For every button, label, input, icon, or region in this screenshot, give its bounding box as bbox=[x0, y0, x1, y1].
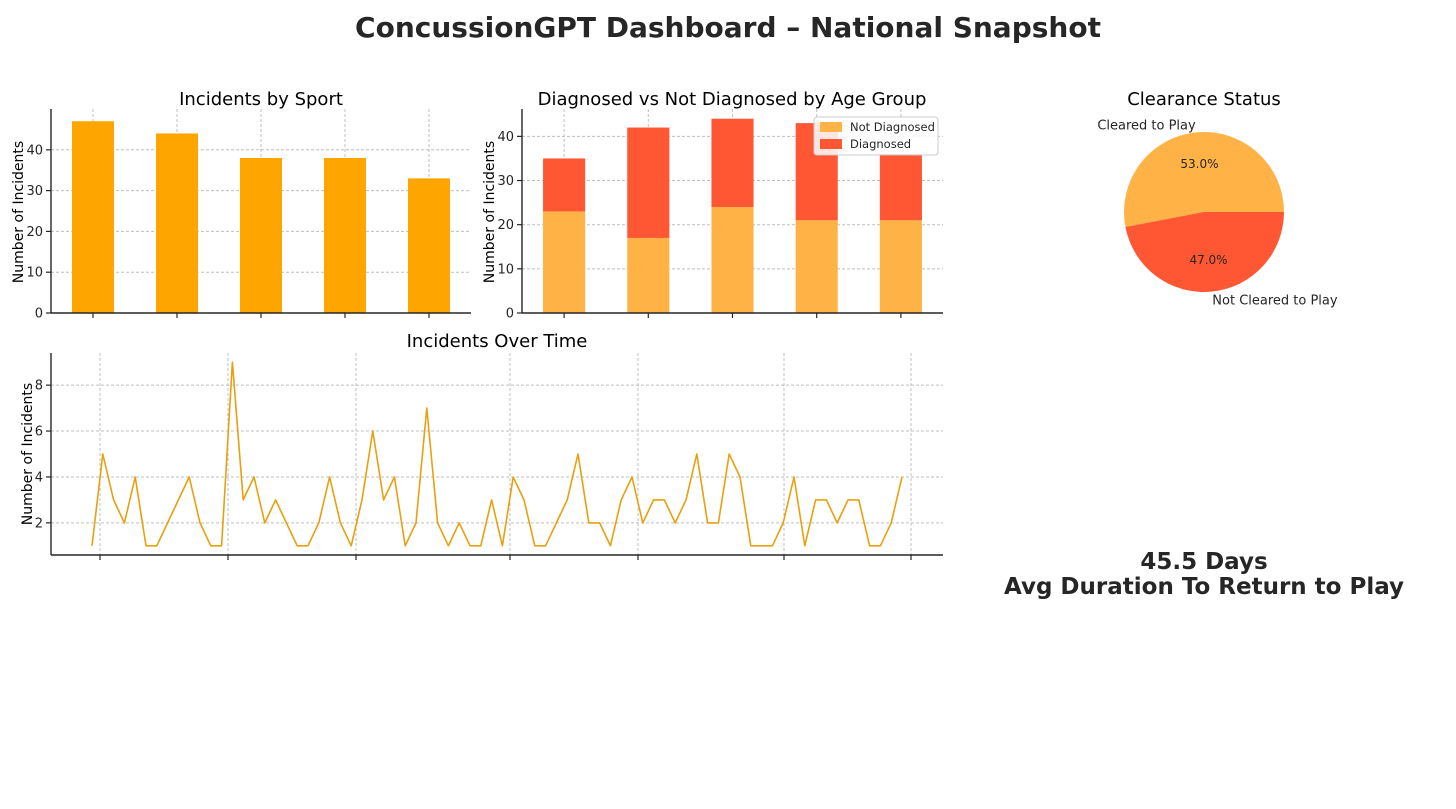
time-ytick-label: 4 bbox=[35, 470, 43, 485]
kpi-label: Avg Duration To Return to Play bbox=[1004, 574, 1404, 600]
time-chart-ylabel: Number of Incidents bbox=[20, 383, 36, 525]
pie-chart-title: Clearance Status bbox=[1127, 89, 1281, 110]
pie-label-cleared: Cleared to Play bbox=[1097, 118, 1196, 133]
sport-bar bbox=[72, 121, 114, 314]
age-ytick-label: 0 bbox=[506, 307, 514, 322]
diagnosed-by-age-chart: Diagnosed vs Not Diagnosed by Age Group … bbox=[482, 89, 943, 322]
sport-bar bbox=[240, 157, 282, 313]
time-series-line bbox=[91, 361, 903, 547]
age-ytick-label: 20 bbox=[497, 218, 514, 233]
sport-ytick-label: 10 bbox=[26, 266, 43, 281]
legend-box bbox=[813, 116, 939, 156]
sport-bar bbox=[324, 157, 366, 313]
age-chart-title: Diagnosed vs Not Diagnosed by Age Group bbox=[538, 89, 927, 110]
age-bar-diagnosed bbox=[711, 118, 754, 208]
pie-pct-cleared: 53.0% bbox=[1180, 157, 1218, 171]
age-ytick-label: 10 bbox=[497, 262, 514, 277]
age-chart-legend: Not Diagnosed Diagnosed bbox=[813, 116, 939, 156]
legend-label-not-diagnosed: Not Diagnosed bbox=[850, 120, 935, 134]
sport-bar bbox=[156, 133, 198, 313]
pie-slice-not-cleared bbox=[1125, 212, 1284, 293]
sport-chart-ylabel: Number of Incidents bbox=[11, 141, 27, 283]
age-bar-not-diagnosed bbox=[795, 220, 838, 313]
age-bar-diagnosed bbox=[543, 158, 586, 212]
time-ytick-label: 2 bbox=[35, 516, 43, 531]
sport-ytick-label: 40 bbox=[26, 143, 43, 158]
legend-label-diagnosed: Diagnosed bbox=[850, 137, 911, 151]
age-chart-ylabel: Number of Incidents bbox=[482, 141, 498, 283]
sport-ytick-label: 0 bbox=[35, 307, 43, 322]
pie-label-not-cleared: Not Cleared to Play bbox=[1212, 294, 1338, 309]
age-bar-diagnosed bbox=[879, 154, 922, 221]
legend-swatch-not-diagnosed bbox=[820, 122, 842, 132]
pie-slice-cleared bbox=[1124, 132, 1284, 227]
age-ytick-label: 30 bbox=[497, 174, 514, 189]
age-bar-diagnosed bbox=[627, 127, 670, 238]
age-bar-not-diagnosed bbox=[627, 237, 670, 313]
dashboard-title: ConcussionGPT Dashboard – National Snaps… bbox=[355, 11, 1101, 44]
sport-bar bbox=[408, 178, 450, 313]
incidents-over-time-chart: Incidents Over Time Number of Incidents … bbox=[20, 331, 943, 560]
sport-ytick-label: 20 bbox=[26, 225, 43, 240]
incidents-by-sport-chart: Incidents by Sport Number of Incidents 0… bbox=[11, 89, 471, 322]
kpi-value: 45.5 Days bbox=[1140, 549, 1267, 575]
age-bar-not-diagnosed bbox=[543, 211, 586, 313]
age-bar-not-diagnosed bbox=[879, 220, 922, 313]
age-ytick-label: 40 bbox=[497, 130, 514, 145]
age-bar-not-diagnosed bbox=[711, 207, 754, 313]
sport-chart-title: Incidents by Sport bbox=[179, 89, 343, 110]
time-ytick-label: 8 bbox=[35, 379, 43, 394]
time-ytick-label: 6 bbox=[35, 425, 43, 440]
legend-swatch-diagnosed bbox=[820, 139, 842, 149]
sport-ytick-label: 30 bbox=[26, 184, 43, 199]
time-chart-title: Incidents Over Time bbox=[407, 331, 588, 352]
pie-pct-not-cleared: 47.0% bbox=[1189, 253, 1227, 267]
clearance-status-chart: Clearance Status 53.0% Cleared to Play 47.… bbox=[1097, 89, 1338, 309]
